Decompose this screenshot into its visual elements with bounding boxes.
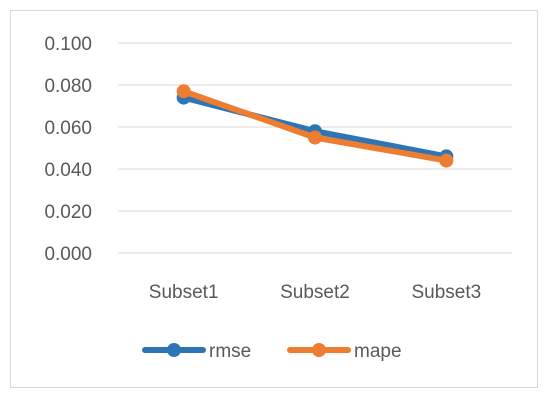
- legend-label: mape: [354, 341, 402, 362]
- x-tick-label: Subset3: [411, 282, 481, 303]
- legend-swatch-marker: [167, 343, 181, 357]
- data-point: [308, 130, 322, 145]
- series-mape: [176, 84, 454, 168]
- data-point: [439, 153, 454, 168]
- series-group: [176, 84, 454, 168]
- legend-item-rmse: rmse: [142, 341, 251, 362]
- y-tick-label: 0.100: [44, 34, 92, 55]
- legend-label: rmse: [209, 341, 251, 362]
- x-tick-label: Subset2: [280, 282, 350, 303]
- legend: rmse mape: [142, 341, 402, 362]
- legend-swatch-marker: [312, 343, 326, 357]
- x-axis-ticks: Subset1 Subset2 Subset3: [149, 282, 481, 303]
- legend-item-mape: mape: [287, 341, 402, 362]
- gridlines: [118, 42, 512, 254]
- y-tick-label: 0.080: [44, 76, 92, 97]
- y-tick-label: 0.040: [44, 160, 92, 181]
- y-tick-label: 0.060: [44, 118, 92, 139]
- y-tick-label: 0.020: [44, 202, 92, 223]
- y-axis-ticks: 0.100 0.080 0.060 0.040 0.020 0.000: [44, 34, 92, 265]
- chart-frame: [10, 10, 538, 388]
- y-tick-label: 0.000: [44, 244, 92, 265]
- data-point: [176, 84, 191, 99]
- x-tick-label: Subset1: [149, 282, 219, 303]
